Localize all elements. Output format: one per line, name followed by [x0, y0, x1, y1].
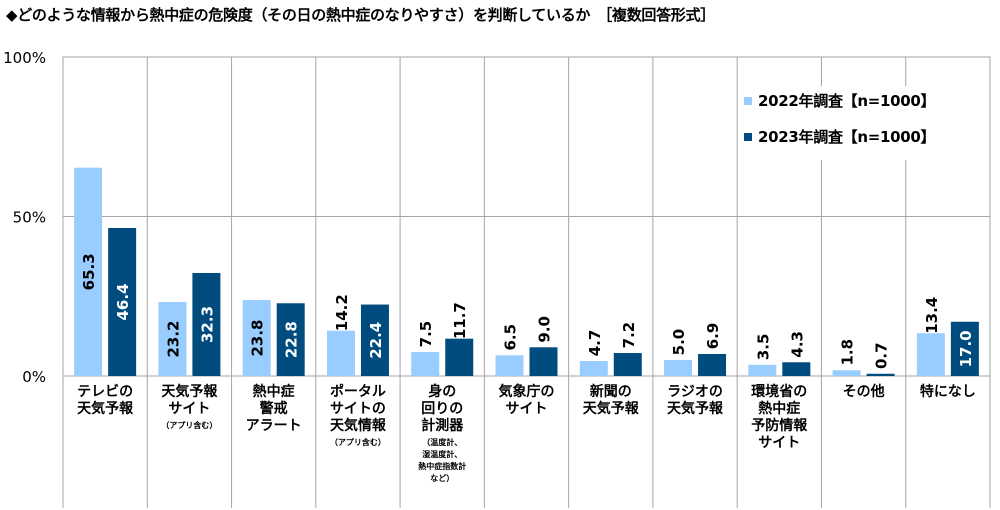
bar-2023 [613, 353, 642, 376]
bar-2022 [916, 333, 945, 376]
data-label: 13.4 [923, 297, 941, 334]
data-label: 9.0 [536, 316, 554, 343]
bar-2023 [276, 303, 305, 376]
bar-2022 [411, 352, 440, 376]
data-label: 22.4 [367, 322, 385, 359]
bar-2022 [158, 301, 187, 376]
bar-2022 [748, 364, 777, 376]
data-label: 7.2 [620, 322, 638, 349]
data-label: 3.5 [754, 334, 772, 361]
bar-2023 [698, 353, 727, 376]
data-label: 7.5 [417, 321, 435, 348]
y-tick-label: 0% [22, 368, 46, 386]
bar-2022 [74, 167, 103, 376]
legend-label-2023: 2023年調査【n=1000】 [758, 128, 936, 146]
y-tick-label: 100% [3, 49, 46, 67]
legend-label-2022: 2022年調査【n=1000】 [758, 92, 936, 110]
data-label: 6.5 [502, 324, 520, 351]
bar-2022 [664, 360, 693, 376]
data-label: 6.9 [704, 323, 722, 350]
data-label: 1.8 [839, 339, 857, 366]
bar-2023 [782, 362, 811, 376]
bar-2023 [866, 373, 895, 376]
bar-2022 [579, 361, 608, 376]
bar-2023 [445, 338, 474, 376]
y-tick-label: 50% [13, 209, 46, 227]
bar-2022 [326, 330, 355, 376]
data-label: 0.7 [873, 342, 891, 369]
bar-2022 [832, 370, 861, 376]
data-label: 14.2 [333, 294, 351, 331]
data-label: 17.0 [957, 330, 975, 367]
bar-2023 [529, 347, 558, 376]
data-label: 65.3 [80, 253, 98, 290]
bar-2022 [495, 355, 524, 376]
legend: 2022年調査【n=1000】 2023年調査【n=1000】 [738, 86, 948, 160]
data-label: 22.8 [283, 321, 301, 358]
data-label: 11.7 [451, 302, 469, 339]
legend-swatch-2022 [744, 96, 752, 105]
data-label: 46.4 [114, 283, 132, 320]
chart-title: ◆どのような情報から熱中症の危険度（その日の熱中症のなりやすさ）を判断しているか… [6, 6, 715, 24]
legend-swatch-2023 [744, 132, 752, 141]
data-label: 23.8 [249, 320, 267, 357]
bar-2023 [192, 272, 221, 376]
bar-2023 [950, 321, 979, 376]
data-label: 32.3 [198, 306, 216, 343]
bar-2023 [360, 304, 389, 376]
data-label: 4.3 [788, 331, 806, 358]
legend-item-2022: 2022年調査【n=1000】 [744, 90, 936, 111]
legend-item-2023: 2023年調査【n=1000】 [744, 126, 936, 147]
data-label: 23.2 [164, 320, 182, 357]
bar-2022 [242, 300, 271, 376]
data-label: 5.0 [670, 329, 688, 356]
bar-2023 [108, 227, 137, 376]
data-label: 4.7 [586, 330, 604, 357]
